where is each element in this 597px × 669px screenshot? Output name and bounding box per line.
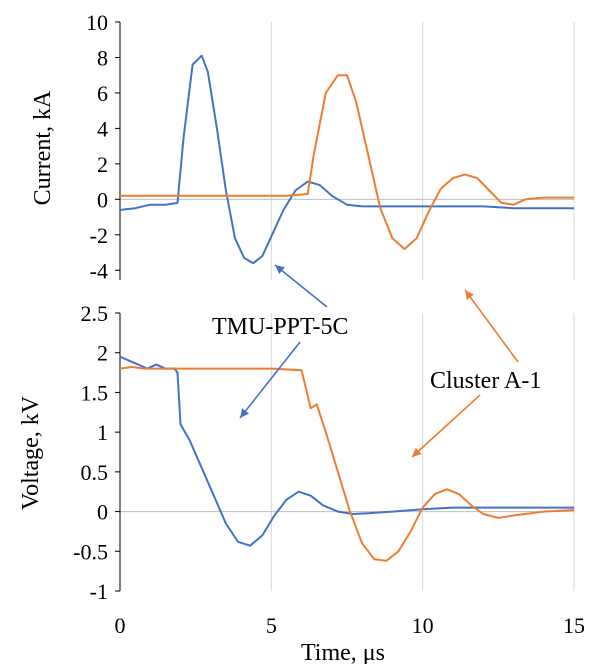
bottom-y-tick-label: 1 [97, 420, 108, 445]
bottom-y-tick-label: 0 [97, 500, 108, 525]
top-series-cluster-a-1 [120, 74, 574, 250]
tmu-arrowhead-lower [240, 408, 249, 418]
bottom-y-tick-label: -0.5 [73, 539, 108, 564]
top-y-tick-label: 2 [97, 152, 108, 177]
tmu-arrow-upper [274, 264, 328, 308]
x-tick-label: 5 [266, 613, 277, 638]
cluster-arrowhead-upper [465, 290, 474, 300]
cluster-label: Cluster A-1 [430, 368, 541, 394]
tmu-label: TMU-PPT-5C [212, 314, 348, 340]
tmu-arrowhead-upper [275, 265, 285, 275]
bottom-y-tick-label: 0.5 [81, 460, 109, 485]
top-y-tick-label: -4 [90, 258, 108, 283]
top-y-tick-label: -2 [90, 223, 108, 248]
cluster-arrow-lower [411, 394, 481, 458]
x-axis-title: Time, μs [301, 640, 385, 664]
bottom-y-axis-title: Voltage, kV [18, 395, 44, 510]
bottom-x-ticks: 0 5 10 15 [115, 613, 586, 638]
top-series-lines [119, 54, 574, 265]
top-y-tick-label: 8 [97, 45, 108, 70]
top-y-tick-label: 10 [86, 10, 108, 35]
cluster-arrow-upper [464, 289, 519, 363]
x-tick-label: 10 [412, 613, 434, 638]
bottom-series-cluster-a-1 [119, 366, 575, 562]
tmu-arrow-lower [239, 341, 301, 419]
bottom-series-lines [119, 355, 575, 562]
bottom-y-tick-label: 1.5 [81, 380, 109, 405]
top-series-tmu-ppt-5c [119, 54, 574, 265]
x-tick-label: 0 [115, 613, 126, 638]
bottom-y-tick-label: 2 [97, 341, 108, 366]
bottom-y-tick-label: -1 [90, 579, 108, 604]
top-y-tick-label: 4 [97, 116, 108, 141]
top-y-tick-label: 0 [97, 187, 108, 212]
annotations: TMU-PPT-5C Cluster A-1 [212, 264, 541, 458]
top-y-ticks: 10 8 6 4 2 0 -2 -4 [86, 10, 120, 283]
x-tick-label: 15 [563, 613, 585, 638]
cluster-arrowhead-lower [412, 447, 422, 457]
bottom-y-ticks: 2.5 2 1.5 1 0.5 0 -0.5 -1 [73, 301, 120, 604]
bottom-y-tick-label: 2.5 [81, 301, 109, 326]
bottom-grid [119, 313, 575, 591]
top-y-axis-title: Current, kA [30, 90, 56, 205]
top-y-tick-label: 6 [97, 81, 108, 106]
top-grid [119, 22, 575, 280]
